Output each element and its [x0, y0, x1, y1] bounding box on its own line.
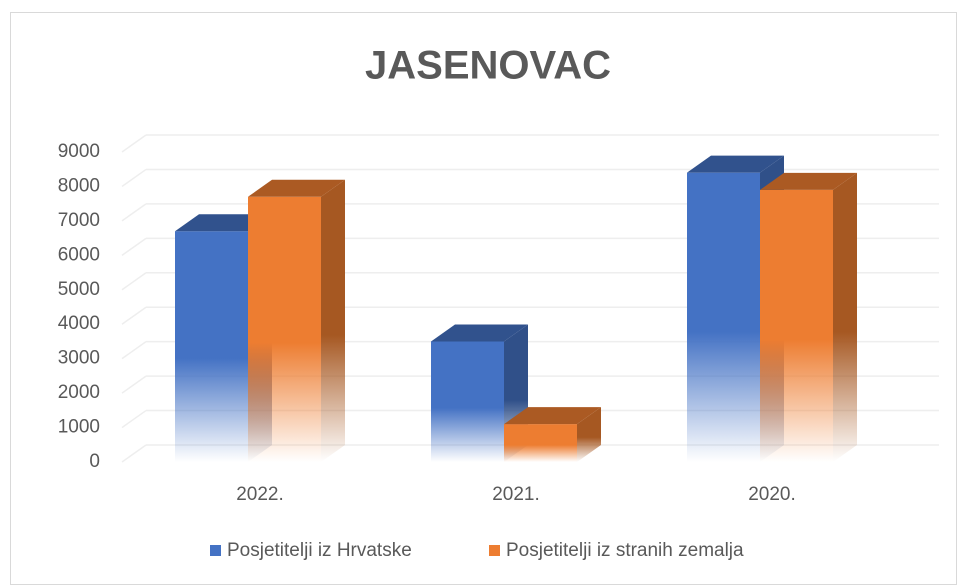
- x-tick-label: 2022.: [236, 484, 284, 505]
- bar: [175, 231, 248, 462]
- bar: [687, 172, 760, 462]
- grid-line-side: [121, 134, 147, 153]
- bar-side: [321, 179, 345, 462]
- y-tick-label: 2000: [58, 382, 100, 403]
- y-tick-label: 9000: [58, 141, 100, 162]
- bar-top: [504, 407, 601, 425]
- bar-top: [760, 172, 857, 190]
- x-tick-label: 2020.: [748, 484, 796, 505]
- chart-title: JASENOVAC: [365, 44, 611, 88]
- grid-line-side: [121, 168, 147, 188]
- y-tick-label: 4000: [58, 313, 100, 334]
- bar-top: [687, 155, 784, 173]
- grid-line-side: [121, 375, 147, 394]
- grid-line-side: [121, 203, 147, 222]
- bar-top: [431, 324, 528, 342]
- y-tick-label: 6000: [58, 244, 100, 265]
- y-tick-label: 3000: [58, 348, 100, 369]
- bar-side: [577, 407, 601, 462]
- y-tick-label: 7000: [58, 210, 100, 231]
- bar-top: [248, 179, 345, 197]
- y-tick-label: 5000: [58, 279, 100, 300]
- bar: [431, 341, 504, 462]
- grid-line-side: [121, 272, 147, 291]
- grid-line-side: [121, 444, 147, 463]
- bar: [504, 424, 577, 462]
- y-tick-label: 1000: [58, 417, 100, 438]
- y-tick-label: 8000: [58, 175, 100, 196]
- legend-swatch: [210, 545, 221, 556]
- grid-line-side: [121, 341, 147, 360]
- bar-top: [175, 214, 272, 232]
- x-tick-label: 2021.: [492, 484, 540, 505]
- bar: [760, 189, 833, 462]
- grid-line-side: [121, 306, 147, 325]
- y-tick-label: 0: [89, 451, 100, 472]
- bar-side: [833, 172, 857, 462]
- grid-line-side: [121, 409, 147, 429]
- grid-line-side: [121, 237, 147, 256]
- legend-label: Posjetitelji iz stranih zemalja: [506, 540, 744, 561]
- bar: [248, 196, 321, 462]
- legend-label: Posjetitelji iz Hrvatske: [227, 540, 412, 561]
- legend-swatch: [489, 545, 500, 556]
